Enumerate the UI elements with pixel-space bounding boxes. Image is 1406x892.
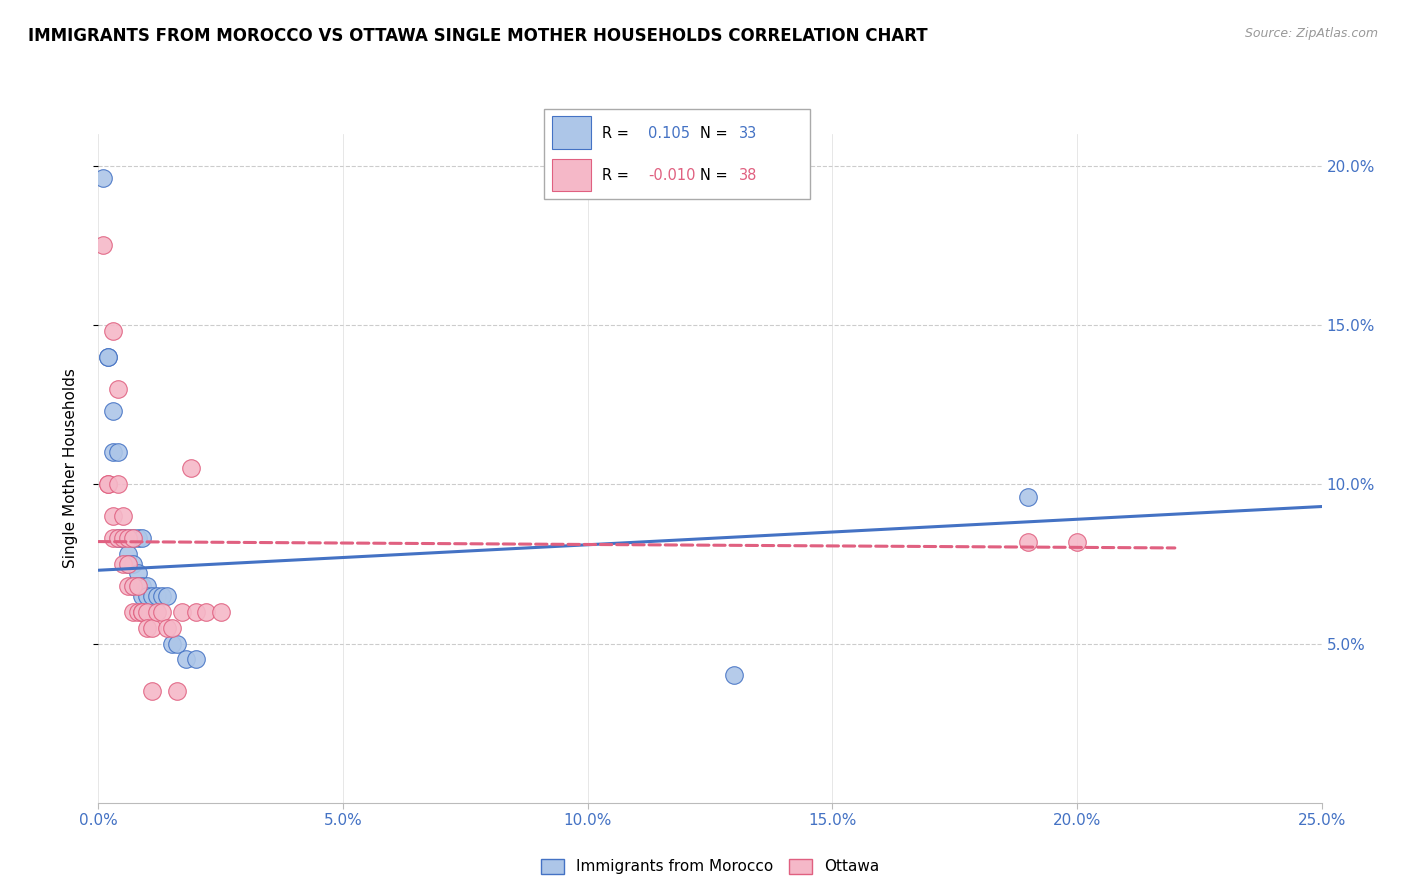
Point [111,509,134,524]
Text: R =: R = [602,126,633,141]
Point [160,636,183,650]
Point [91,171,114,186]
Point [170,605,193,619]
Y-axis label: Single Mother Households: Single Mother Households [63,368,77,568]
Point [121,605,143,619]
Point [136,579,159,593]
Point [131,532,153,546]
Point [121,557,143,571]
Point [131,605,153,619]
Point [136,621,159,635]
Point [1017,534,1039,549]
Point [141,684,163,698]
Point [121,579,143,593]
Point [127,532,149,546]
Point [111,557,134,571]
Point [101,404,124,418]
Point [117,547,139,561]
Point [136,605,159,619]
Point [150,605,173,619]
Point [121,532,143,546]
Point [156,621,179,635]
Legend: Immigrants from Morocco, Ottawa: Immigrants from Morocco, Ottawa [533,851,887,882]
Point [723,668,745,682]
Point [1017,490,1039,504]
Point [150,589,173,603]
Point [186,652,208,666]
Point [180,461,202,475]
Point [146,605,169,619]
Text: Source: ZipAtlas.com: Source: ZipAtlas.com [1244,27,1378,40]
Text: IMMIGRANTS FROM MOROCCO VS OTTAWA SINGLE MOTHER HOUSEHOLDS CORRELATION CHART: IMMIGRANTS FROM MOROCCO VS OTTAWA SINGLE… [28,27,928,45]
Point [111,532,134,546]
Text: -0.010: -0.010 [648,168,696,183]
Point [127,605,149,619]
Point [131,605,153,619]
Point [97,477,120,491]
Point [121,532,143,546]
Point [111,532,134,546]
Point [166,636,188,650]
Point [195,605,218,619]
Point [131,579,153,593]
Point [101,445,124,459]
Point [121,579,143,593]
Point [1066,534,1088,549]
Point [136,589,159,603]
Point [107,445,129,459]
Text: N =: N = [700,168,733,183]
FancyBboxPatch shape [544,109,810,199]
Point [141,589,163,603]
Bar [553,159,591,191]
Point [176,652,198,666]
Point [117,532,139,546]
Point [146,589,169,603]
Point [117,532,139,546]
Point [107,532,129,546]
Point [107,477,129,491]
Point [91,238,114,252]
Point [107,532,129,546]
Point [101,532,124,546]
Point [209,605,232,619]
Point [111,532,134,546]
Point [97,350,120,364]
Point [156,589,179,603]
Point [166,684,188,698]
Point [131,589,153,603]
Point [117,557,139,571]
Text: N =: N = [700,126,733,141]
Point [127,579,149,593]
Point [117,579,139,593]
Text: R =: R = [602,168,633,183]
Point [186,605,208,619]
Point [97,477,120,491]
Point [97,350,120,364]
Point [101,509,124,524]
Point [160,621,183,635]
Point [101,324,124,338]
Text: 33: 33 [738,126,756,141]
Point [127,579,149,593]
Point [127,566,149,581]
Point [117,557,139,571]
Text: 0.105: 0.105 [648,126,690,141]
Point [141,621,163,635]
Bar [553,116,591,149]
Text: 38: 38 [738,168,756,183]
Point [107,382,129,396]
